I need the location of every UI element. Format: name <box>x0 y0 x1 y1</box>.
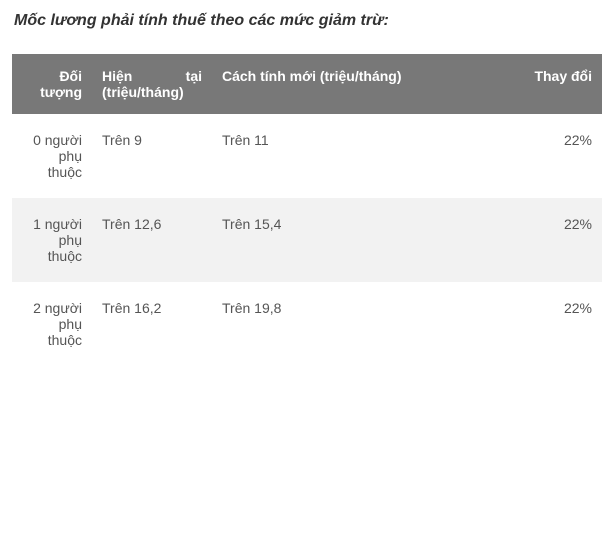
cell-change: 22% <box>482 114 602 198</box>
col-header-current-line2: (triệu/tháng) <box>102 84 202 100</box>
col-header-current-w1: Hiện <box>102 68 132 84</box>
col-header-new: Cách tính mới (triệu/tháng) <box>212 54 482 114</box>
table-row: 0 người phụ thuộc Trên 9 Trên 11 22% <box>12 114 602 198</box>
table-row: 2 người phụ thuộc Trên 16,2 Trên 19,8 22… <box>12 282 602 366</box>
cell-current: Trên 16,2 <box>92 282 212 366</box>
cell-new: Trên 11 <box>212 114 482 198</box>
cell-subject: 1 người phụ thuộc <box>12 198 92 282</box>
col-header-change: Thay đổi <box>482 54 602 114</box>
col-header-current: Hiện tại (triệu/tháng) <box>92 54 212 114</box>
cell-current: Trên 9 <box>92 114 212 198</box>
cell-change: 22% <box>482 198 602 282</box>
cell-new: Trên 19,8 <box>212 282 482 366</box>
cell-subject: 2 người phụ thuộc <box>12 282 92 366</box>
cell-subject: 0 người phụ thuộc <box>12 114 92 198</box>
tax-table: Đối tượng Hiện tại (triệu/tháng) Cách tí… <box>12 54 602 366</box>
table-row: 1 người phụ thuộc Trên 12,6 Trên 15,4 22… <box>12 198 602 282</box>
cell-current: Trên 12,6 <box>92 198 212 282</box>
col-header-subject: Đối tượng <box>12 54 92 114</box>
page-title: Mốc lương phải tính thuế theo các mức gi… <box>12 12 602 30</box>
table-header-row: Đối tượng Hiện tại (triệu/tháng) Cách tí… <box>12 54 602 114</box>
cell-change: 22% <box>482 282 602 366</box>
cell-new: Trên 15,4 <box>212 198 482 282</box>
col-header-current-w2: tại <box>186 68 202 84</box>
